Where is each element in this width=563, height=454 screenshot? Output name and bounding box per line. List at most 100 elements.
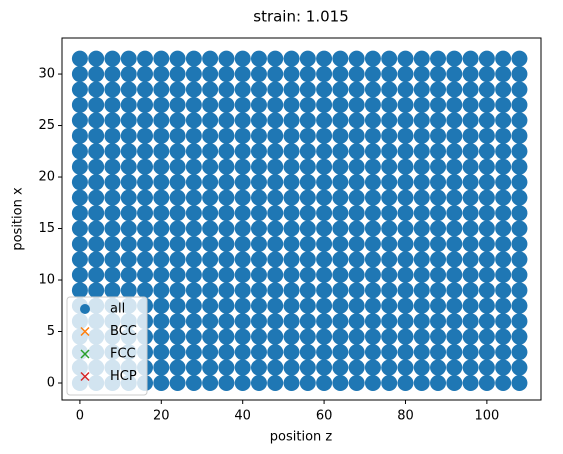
- point: [316, 50, 333, 67]
- point: [120, 205, 137, 222]
- point: [478, 143, 495, 160]
- point: [495, 205, 512, 222]
- point: [397, 50, 414, 67]
- point: [381, 328, 398, 345]
- point: [413, 375, 430, 392]
- point: [299, 328, 316, 345]
- point: [381, 220, 398, 237]
- point: [137, 96, 154, 113]
- point: [71, 220, 88, 237]
- point: [104, 189, 121, 206]
- point: [169, 127, 186, 144]
- point: [250, 112, 267, 129]
- point: [397, 328, 414, 345]
- point: [104, 127, 121, 144]
- point: [413, 66, 430, 83]
- point: [250, 174, 267, 191]
- point: [364, 328, 381, 345]
- point: [185, 66, 202, 83]
- point: [250, 359, 267, 376]
- point: [446, 174, 463, 191]
- point: [397, 359, 414, 376]
- point: [137, 112, 154, 129]
- point: [234, 112, 251, 129]
- point: [202, 143, 219, 160]
- point: [104, 66, 121, 83]
- point: [202, 344, 219, 361]
- point: [234, 375, 251, 392]
- point: [348, 313, 365, 330]
- point: [267, 66, 284, 83]
- point: [413, 96, 430, 113]
- point: [250, 96, 267, 113]
- point: [397, 375, 414, 392]
- point: [218, 127, 235, 144]
- point: [495, 220, 512, 237]
- point: [478, 220, 495, 237]
- point: [332, 235, 349, 252]
- point: [283, 313, 300, 330]
- point: [495, 143, 512, 160]
- point: [153, 220, 170, 237]
- point: [218, 189, 235, 206]
- point: [332, 220, 349, 237]
- point: [283, 174, 300, 191]
- point: [202, 127, 219, 144]
- point: [218, 266, 235, 283]
- point: [332, 66, 349, 83]
- point: [234, 50, 251, 67]
- point: [185, 50, 202, 67]
- point: [430, 313, 447, 330]
- point: [348, 282, 365, 299]
- y-tick-label: 0: [47, 376, 55, 391]
- point: [332, 189, 349, 206]
- point: [202, 297, 219, 314]
- y-tick-label: 25: [38, 118, 55, 133]
- point: [381, 205, 398, 222]
- point: [316, 375, 333, 392]
- point: [462, 174, 479, 191]
- point: [88, 235, 105, 252]
- point: [153, 282, 170, 299]
- point: [283, 235, 300, 252]
- point: [364, 266, 381, 283]
- point: [332, 266, 349, 283]
- point: [397, 158, 414, 175]
- point: [104, 235, 121, 252]
- point: [153, 174, 170, 191]
- point: [169, 158, 186, 175]
- point: [364, 81, 381, 98]
- point: [234, 266, 251, 283]
- point: [185, 174, 202, 191]
- point: [169, 112, 186, 129]
- point: [381, 297, 398, 314]
- point: [381, 112, 398, 129]
- point: [332, 251, 349, 268]
- point: [185, 158, 202, 175]
- point: [120, 158, 137, 175]
- point: [413, 359, 430, 376]
- point: [430, 112, 447, 129]
- point: [153, 66, 170, 83]
- point: [120, 143, 137, 160]
- point: [462, 251, 479, 268]
- point: [316, 266, 333, 283]
- point: [332, 50, 349, 67]
- point: [153, 375, 170, 392]
- point: [185, 235, 202, 252]
- point: [169, 282, 186, 299]
- point: [137, 127, 154, 144]
- point: [267, 328, 284, 345]
- point: [316, 251, 333, 268]
- point: [446, 143, 463, 160]
- point: [185, 127, 202, 144]
- point: [316, 189, 333, 206]
- point: [250, 282, 267, 299]
- point: [234, 96, 251, 113]
- point: [185, 81, 202, 98]
- point: [478, 266, 495, 283]
- point: [234, 328, 251, 345]
- point: [446, 81, 463, 98]
- point: [250, 235, 267, 252]
- point: [316, 220, 333, 237]
